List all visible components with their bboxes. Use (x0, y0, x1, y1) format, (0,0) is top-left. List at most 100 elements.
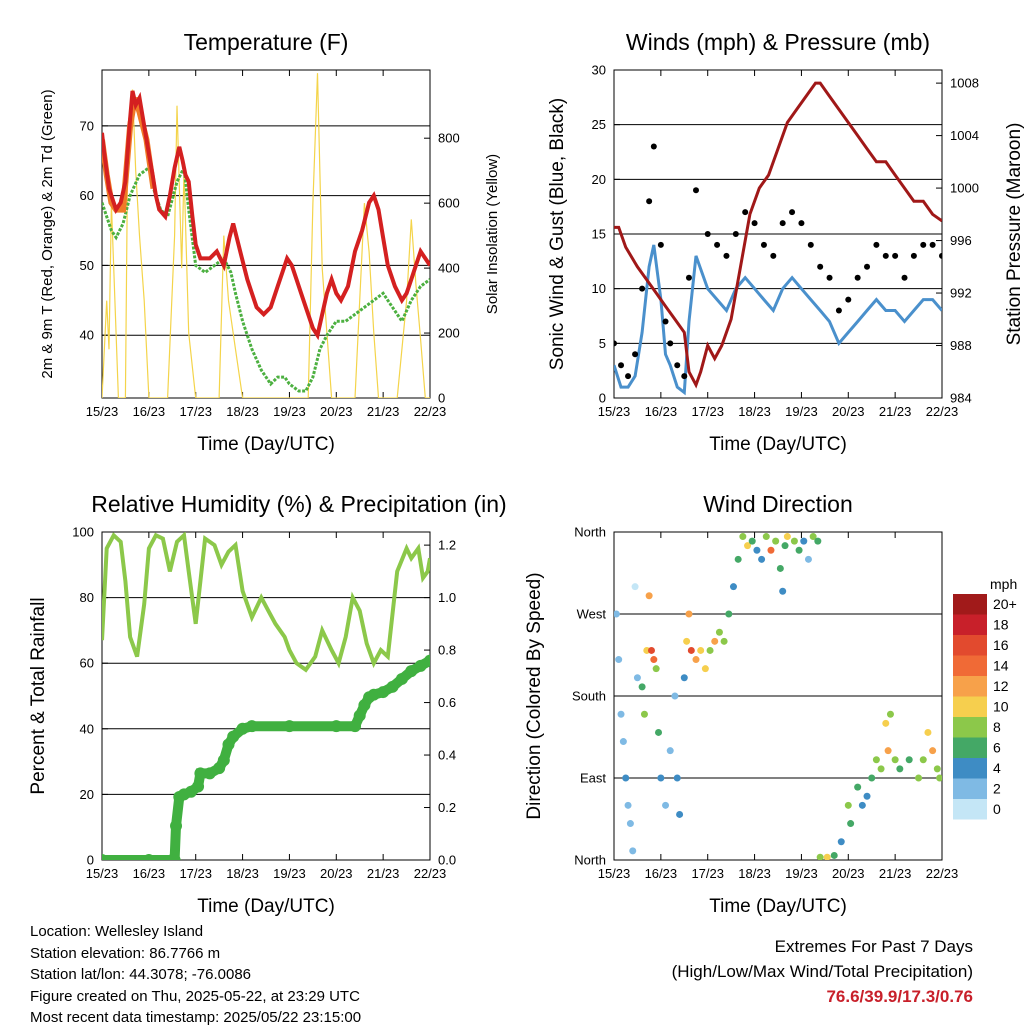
direction-point (683, 637, 691, 645)
x-tick-label: 20/23 (320, 404, 353, 419)
y2-tick-label: 0.8 (438, 643, 456, 658)
y-tick-label: 100 (72, 525, 94, 540)
x-tick-label: 18/23 (738, 404, 771, 419)
precip-point (203, 767, 216, 780)
direction-point (919, 756, 927, 764)
direction-point (673, 774, 681, 782)
direction-point (720, 637, 728, 645)
y-tick-label: 10 (592, 281, 606, 296)
legend-swatch (953, 737, 987, 758)
direction-point (626, 820, 634, 828)
panel-title: Relative Humidity (%) & Precipitation (i… (91, 491, 506, 517)
extremes-box: Extremes For Past 7 Days (High/Low/Max W… (672, 934, 973, 1009)
x-tick-label: 15/23 (86, 866, 119, 881)
y-tick-label: 50 (80, 258, 94, 273)
x-tick-label: 17/23 (179, 866, 212, 881)
gust-point (789, 209, 796, 216)
y-tick-label: 70 (80, 118, 94, 133)
gust-point (667, 340, 674, 347)
direction-point (924, 728, 932, 736)
y-axis-label: 2m & 9m T (Red, Orange) & 2m Td (Green) (39, 89, 56, 378)
legend-label: 8 (993, 719, 1001, 735)
direction-point (809, 533, 817, 541)
pressure-line (614, 81, 942, 389)
x-axis-label: Time (Day/UTC) (709, 896, 847, 917)
precip-point (217, 754, 230, 767)
gust-point (742, 209, 749, 216)
y2-axis-label: Station Pressure (Maroon) (1004, 123, 1024, 346)
x-tick-label: 17/23 (179, 404, 212, 419)
y-tick-label: North (574, 853, 606, 868)
legend-label: 10 (993, 699, 1009, 715)
x-tick-label: 15/23 (598, 404, 631, 419)
panel-title: Wind Direction (703, 491, 853, 517)
direction-point (837, 838, 845, 846)
y-tick-label: 40 (80, 721, 94, 736)
gust-point (646, 198, 653, 205)
precip-point (168, 854, 181, 860)
direction-point (858, 801, 866, 809)
extremes-subtitle: (High/Low/Max Wind/Total Precipitation) (671, 962, 973, 981)
wind-direction-panel: 15/23 16/23 17/23 18/23 19/23 20/23 21/23 22/23… (524, 491, 958, 917)
legend-label: 20+ (993, 596, 1017, 612)
legend-label: 2 (993, 781, 1001, 797)
direction-point (711, 637, 719, 645)
legend-swatch (953, 717, 987, 738)
direction-point (929, 747, 937, 755)
direction-point (781, 542, 789, 550)
y-tick-label: East (580, 771, 606, 786)
direction-point (800, 537, 808, 545)
direction-point (884, 747, 892, 755)
precip-point (367, 688, 380, 701)
y-tick-label: North (574, 525, 606, 540)
x-tick-label: 18/23 (226, 404, 259, 419)
gust-point (939, 252, 942, 259)
legend-swatch (953, 676, 987, 697)
x-axis-label: Time (Day/UTC) (709, 434, 847, 455)
direction-point (615, 656, 623, 664)
y-tick-label: 0 (87, 853, 94, 868)
wind-series (614, 81, 942, 396)
legend-swatch (953, 799, 987, 820)
direction-point (823, 853, 831, 860)
direction-point (715, 628, 723, 636)
gust-point (910, 252, 917, 259)
direction-point (617, 710, 625, 718)
y2-tick-label: 0.6 (438, 695, 456, 710)
y-tick-label: 20 (80, 787, 94, 802)
gust-point (685, 274, 692, 281)
y-tick-label: 60 (80, 188, 94, 203)
gust-point (873, 241, 880, 248)
direction-point (671, 692, 679, 700)
precip-point (192, 780, 205, 793)
precip-point (170, 819, 183, 832)
data-timestamp: Most recent data timestamp: 2025/05/22 2… (30, 1009, 362, 1026)
y2-tick-label: 600 (438, 196, 460, 211)
direction-point (905, 756, 913, 764)
x-tick-label: 17/23 (691, 404, 724, 419)
x-tick-label: 20/23 (832, 866, 865, 881)
direction-point (638, 683, 646, 691)
x-tick-label: 19/23 (273, 404, 306, 419)
direction-point (739, 533, 747, 541)
direction-point (779, 587, 787, 595)
direction-point (685, 610, 693, 618)
gust-point (657, 241, 664, 248)
direction-point (753, 546, 761, 554)
y2-tick-label: 0.2 (438, 800, 456, 815)
y2-tick-label: 1.2 (438, 538, 456, 553)
y2-tick-label: 996 (950, 233, 972, 248)
direction-point (795, 546, 803, 554)
gust-point (901, 274, 908, 281)
direction-point (847, 820, 855, 828)
x-tick-label: 15/23 (86, 404, 119, 419)
y2-tick-label: 1.0 (438, 590, 456, 605)
y-tick-label: 30 (592, 63, 606, 78)
direction-point (844, 801, 852, 809)
legend-label: 16 (993, 637, 1009, 653)
station-latlon: Station lat/lon: 44.3078; -76.0086 (30, 966, 252, 983)
direction-point (692, 656, 700, 664)
direction-point (687, 646, 695, 654)
direction-point (657, 774, 665, 782)
